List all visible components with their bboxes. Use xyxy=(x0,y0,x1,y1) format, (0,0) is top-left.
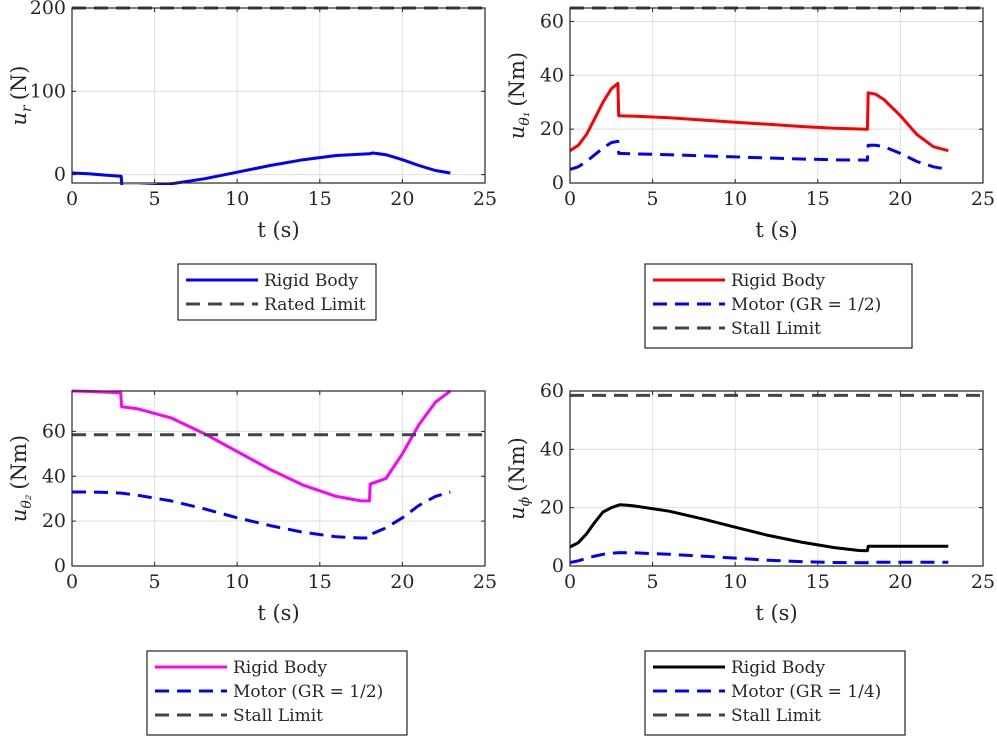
series-line-2 xyxy=(72,490,451,540)
axes-box xyxy=(569,7,984,184)
y-tick-label: 0 xyxy=(54,164,66,186)
x-tick-label: 10 xyxy=(723,188,747,210)
x-tick-label: 10 xyxy=(723,571,747,593)
x-axis-label: t (s) xyxy=(257,218,299,242)
x-tick-label: 15 xyxy=(308,188,332,210)
y-tick-label: 20 xyxy=(540,118,564,140)
axes-box xyxy=(71,390,486,567)
x-tick-label: 0 xyxy=(564,188,576,210)
y-tick-label: 0 xyxy=(552,172,564,194)
x-tick-label: 15 xyxy=(806,571,830,593)
axes-box xyxy=(71,7,486,184)
series-line-1 xyxy=(570,503,949,553)
x-tick-label: 10 xyxy=(225,571,249,593)
y-axis-label: uθ₂(Nm) xyxy=(7,435,35,522)
chart-2: 0 5 10 15 20 25 0 20 40 60 t (s) uθ₁(Nm) Rigid Body M… xyxy=(505,6,995,349)
y-tick-label: 60 xyxy=(540,10,564,32)
legend-label-2: Motor (GR = 1/2) xyxy=(731,295,881,315)
y-tick-label: 20 xyxy=(42,510,66,532)
x-tick-label: 25 xyxy=(971,571,995,593)
legend: Rigid Body Motor (GR = 1/4) Stall Limit xyxy=(644,650,906,736)
legend-label-3: Stall Limit xyxy=(233,706,323,726)
legend: Rigid Body Motor (GR = 1/2) Stall Limit xyxy=(146,650,408,736)
y-tick-label: 40 xyxy=(42,465,66,487)
legend-label-1: Rigid Body xyxy=(233,658,327,678)
x-tick-label: 0 xyxy=(66,188,78,210)
x-tick-label: 15 xyxy=(806,188,830,210)
plot-area xyxy=(72,391,485,566)
x-tick-label: 20 xyxy=(888,571,912,593)
y-tick-label: 60 xyxy=(42,420,66,442)
y-tick-label: 40 xyxy=(540,64,564,86)
legend-box xyxy=(177,263,377,321)
y-axis-label: uϕ(Nm) xyxy=(505,437,533,520)
chart-4: 0 5 10 15 20 25 0 20 40 60 t (s) uϕ(Nm) Rigid Body Mo… xyxy=(505,380,995,736)
y-axis-label: uθ₁(Nm) xyxy=(505,52,533,139)
plot-area xyxy=(570,8,983,183)
plot-area xyxy=(72,8,485,183)
x-tick-label: 25 xyxy=(473,571,497,593)
y-tick-label: 40 xyxy=(540,438,564,460)
y-tick-label: 60 xyxy=(540,380,564,402)
plot-area xyxy=(570,391,983,566)
x-tick-label: 0 xyxy=(564,571,576,593)
y-tick-label: 200 xyxy=(30,0,66,19)
axes-box xyxy=(569,390,984,567)
legend-label-2: Rated Limit xyxy=(264,295,366,315)
y-tick-label: 100 xyxy=(30,80,66,102)
x-tick-label: 25 xyxy=(473,188,497,210)
legend-label-2: Motor (GR = 1/4) xyxy=(731,682,881,702)
series-line-1 xyxy=(72,151,451,185)
legend-label-1: Rigid Body xyxy=(731,658,825,678)
x-tick-label: 5 xyxy=(149,188,161,210)
x-tick-label: 25 xyxy=(971,188,995,210)
x-axis-label: t (s) xyxy=(755,218,797,242)
series-line-2 xyxy=(570,551,949,565)
x-axis-label: t (s) xyxy=(257,601,299,625)
y-tick-label: 20 xyxy=(540,497,564,519)
legend-label-3: Stall Limit xyxy=(731,319,821,339)
x-tick-label: 20 xyxy=(390,571,414,593)
y-tick-label: 0 xyxy=(54,555,66,577)
series-line-1 xyxy=(570,81,949,153)
legend-label-1: Rigid Body xyxy=(264,271,358,291)
x-tick-label: 10 xyxy=(225,188,249,210)
legend-box xyxy=(644,650,906,736)
legend-label-3: Stall Limit xyxy=(731,706,821,726)
series-group xyxy=(72,389,485,540)
chart-1: 0 5 10 15 20 25 0 100 200 t (s) ur(N) Rigid Body Rat… xyxy=(7,0,497,321)
y-tick-label: 0 xyxy=(552,555,564,577)
legend-label-2: Motor (GR = 1/2) xyxy=(233,682,383,702)
x-tick-label: 0 xyxy=(66,571,78,593)
y-axis-label: ur(N) xyxy=(7,66,35,126)
x-tick-label: 15 xyxy=(308,571,332,593)
x-tick-label: 5 xyxy=(647,188,659,210)
legend: Rigid Body Rated Limit xyxy=(177,263,377,321)
legend-label-1: Rigid Body xyxy=(731,271,825,291)
x-axis-label: t (s) xyxy=(755,601,797,625)
chart-3: 0 5 10 15 20 25 0 20 40 60 t (s) uθ₂(Nm) Rigid Body M… xyxy=(7,389,497,736)
legend-box xyxy=(146,650,408,736)
series-group xyxy=(570,393,983,565)
series-line-2 xyxy=(570,139,949,171)
legend-box xyxy=(644,263,913,349)
legend: Rigid Body Motor (GR = 1/2) Stall Limit xyxy=(644,263,913,349)
series-line-1 xyxy=(72,389,452,503)
x-tick-label: 20 xyxy=(390,188,414,210)
x-tick-label: 20 xyxy=(888,188,912,210)
x-tick-label: 5 xyxy=(149,571,161,593)
x-tick-label: 5 xyxy=(647,571,659,593)
